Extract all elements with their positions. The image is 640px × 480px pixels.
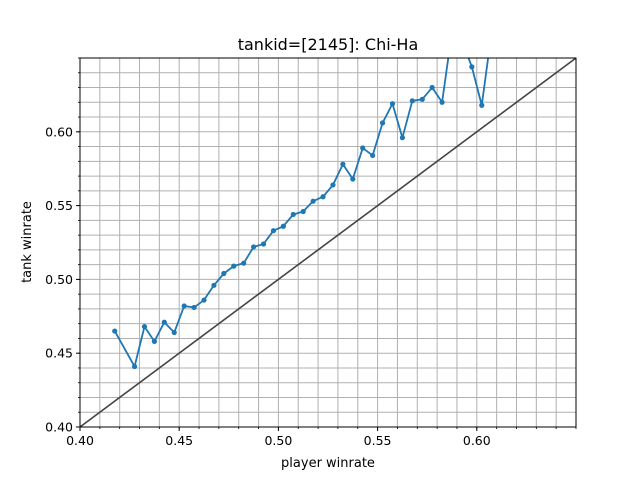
x-tick-label: 0.55 (364, 433, 392, 448)
data-point (350, 176, 356, 182)
y-tick-label: 0.60 (45, 124, 73, 139)
data-point (260, 241, 267, 247)
data-point (379, 120, 386, 126)
data-point (251, 244, 257, 250)
data-point (310, 198, 316, 204)
y-tick-label: 0.40 (45, 420, 73, 435)
data-point (290, 211, 296, 218)
data-point (280, 223, 286, 229)
series-group (112, 58, 490, 370)
data-point (201, 297, 207, 303)
data-point (439, 99, 445, 105)
data-point (241, 260, 247, 266)
ticks: 0.40 0.45 0.50 0.55 0.60 0.40 0.45 0.50 0.55 0.60 (45, 57, 577, 448)
data-point (429, 84, 435, 91)
x-tick-label: 0.60 (463, 433, 491, 448)
data-point (320, 194, 326, 200)
data-point (469, 64, 475, 70)
data-point (360, 145, 366, 151)
reference-line-group (80, 58, 576, 427)
y-tick-label: 0.55 (45, 198, 73, 213)
data-point (112, 328, 118, 334)
data-point (270, 228, 277, 234)
data-point (131, 363, 138, 370)
data-point (330, 182, 336, 188)
data-point (300, 208, 306, 215)
data-point (370, 152, 376, 159)
data-point (419, 96, 425, 102)
data-point (211, 282, 217, 288)
data-point (231, 263, 237, 269)
y-tick-label: 0.50 (45, 272, 73, 287)
data-point (141, 324, 148, 330)
data-point (389, 101, 396, 107)
grid (80, 58, 576, 427)
data-point (151, 338, 157, 344)
x-tick-label: 0.50 (264, 433, 292, 448)
x-tick-label: 0.45 (165, 433, 193, 448)
data-point (409, 98, 415, 104)
data-point (399, 135, 405, 141)
data-point (171, 329, 177, 336)
data-point (221, 270, 227, 277)
x-axis-label: player winrate (281, 456, 375, 471)
data-point (181, 303, 187, 309)
data-point (479, 102, 485, 108)
data-point (340, 161, 346, 167)
y-axis-label: tank winrate (20, 201, 35, 283)
plot-frame (79, 57, 577, 428)
reference-line (80, 58, 576, 427)
data-point (161, 319, 167, 325)
chart-title: tankid=[2145]: Chi-Ha (238, 35, 419, 54)
y-tick-label: 0.45 (45, 346, 73, 361)
data-point (191, 304, 197, 311)
x-tick-label: 0.40 (66, 433, 94, 448)
